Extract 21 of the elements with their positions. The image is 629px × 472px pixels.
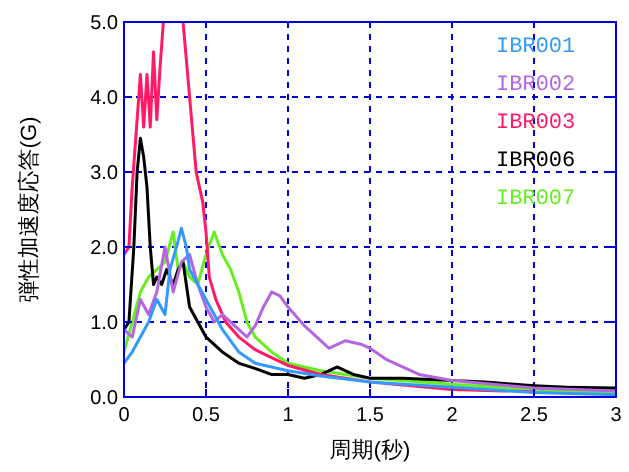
y-tick-label: 2.0	[90, 237, 118, 259]
y-tick-label: 4.0	[90, 87, 118, 109]
x-tick-label: 2.5	[520, 404, 548, 426]
y-tick-label: 0.0	[90, 387, 118, 409]
y-tick-label: 1.0	[90, 312, 118, 334]
y-tick-label: 5.0	[90, 12, 118, 34]
x-tick-label: 3	[610, 404, 622, 426]
y-tick-label: 3.0	[90, 162, 118, 184]
text: IBR006	[496, 148, 576, 173]
text: IBR001	[496, 34, 576, 59]
text: IBR003	[496, 110, 576, 135]
y-axis-title: 弾性加速度応答(G)	[16, 116, 41, 302]
x-tick-label: 0	[118, 404, 130, 426]
x-tick-label: 2	[446, 404, 458, 426]
text: IBR007	[496, 186, 576, 211]
text: IBR002	[496, 72, 576, 97]
x-tick-label: 1	[282, 404, 294, 426]
x-axis-title: 周期(秒)	[330, 437, 410, 462]
x-tick-label: 1.5	[356, 404, 384, 426]
line-series	[124, 136, 616, 390]
x-tick-label: 0.5	[192, 404, 220, 426]
